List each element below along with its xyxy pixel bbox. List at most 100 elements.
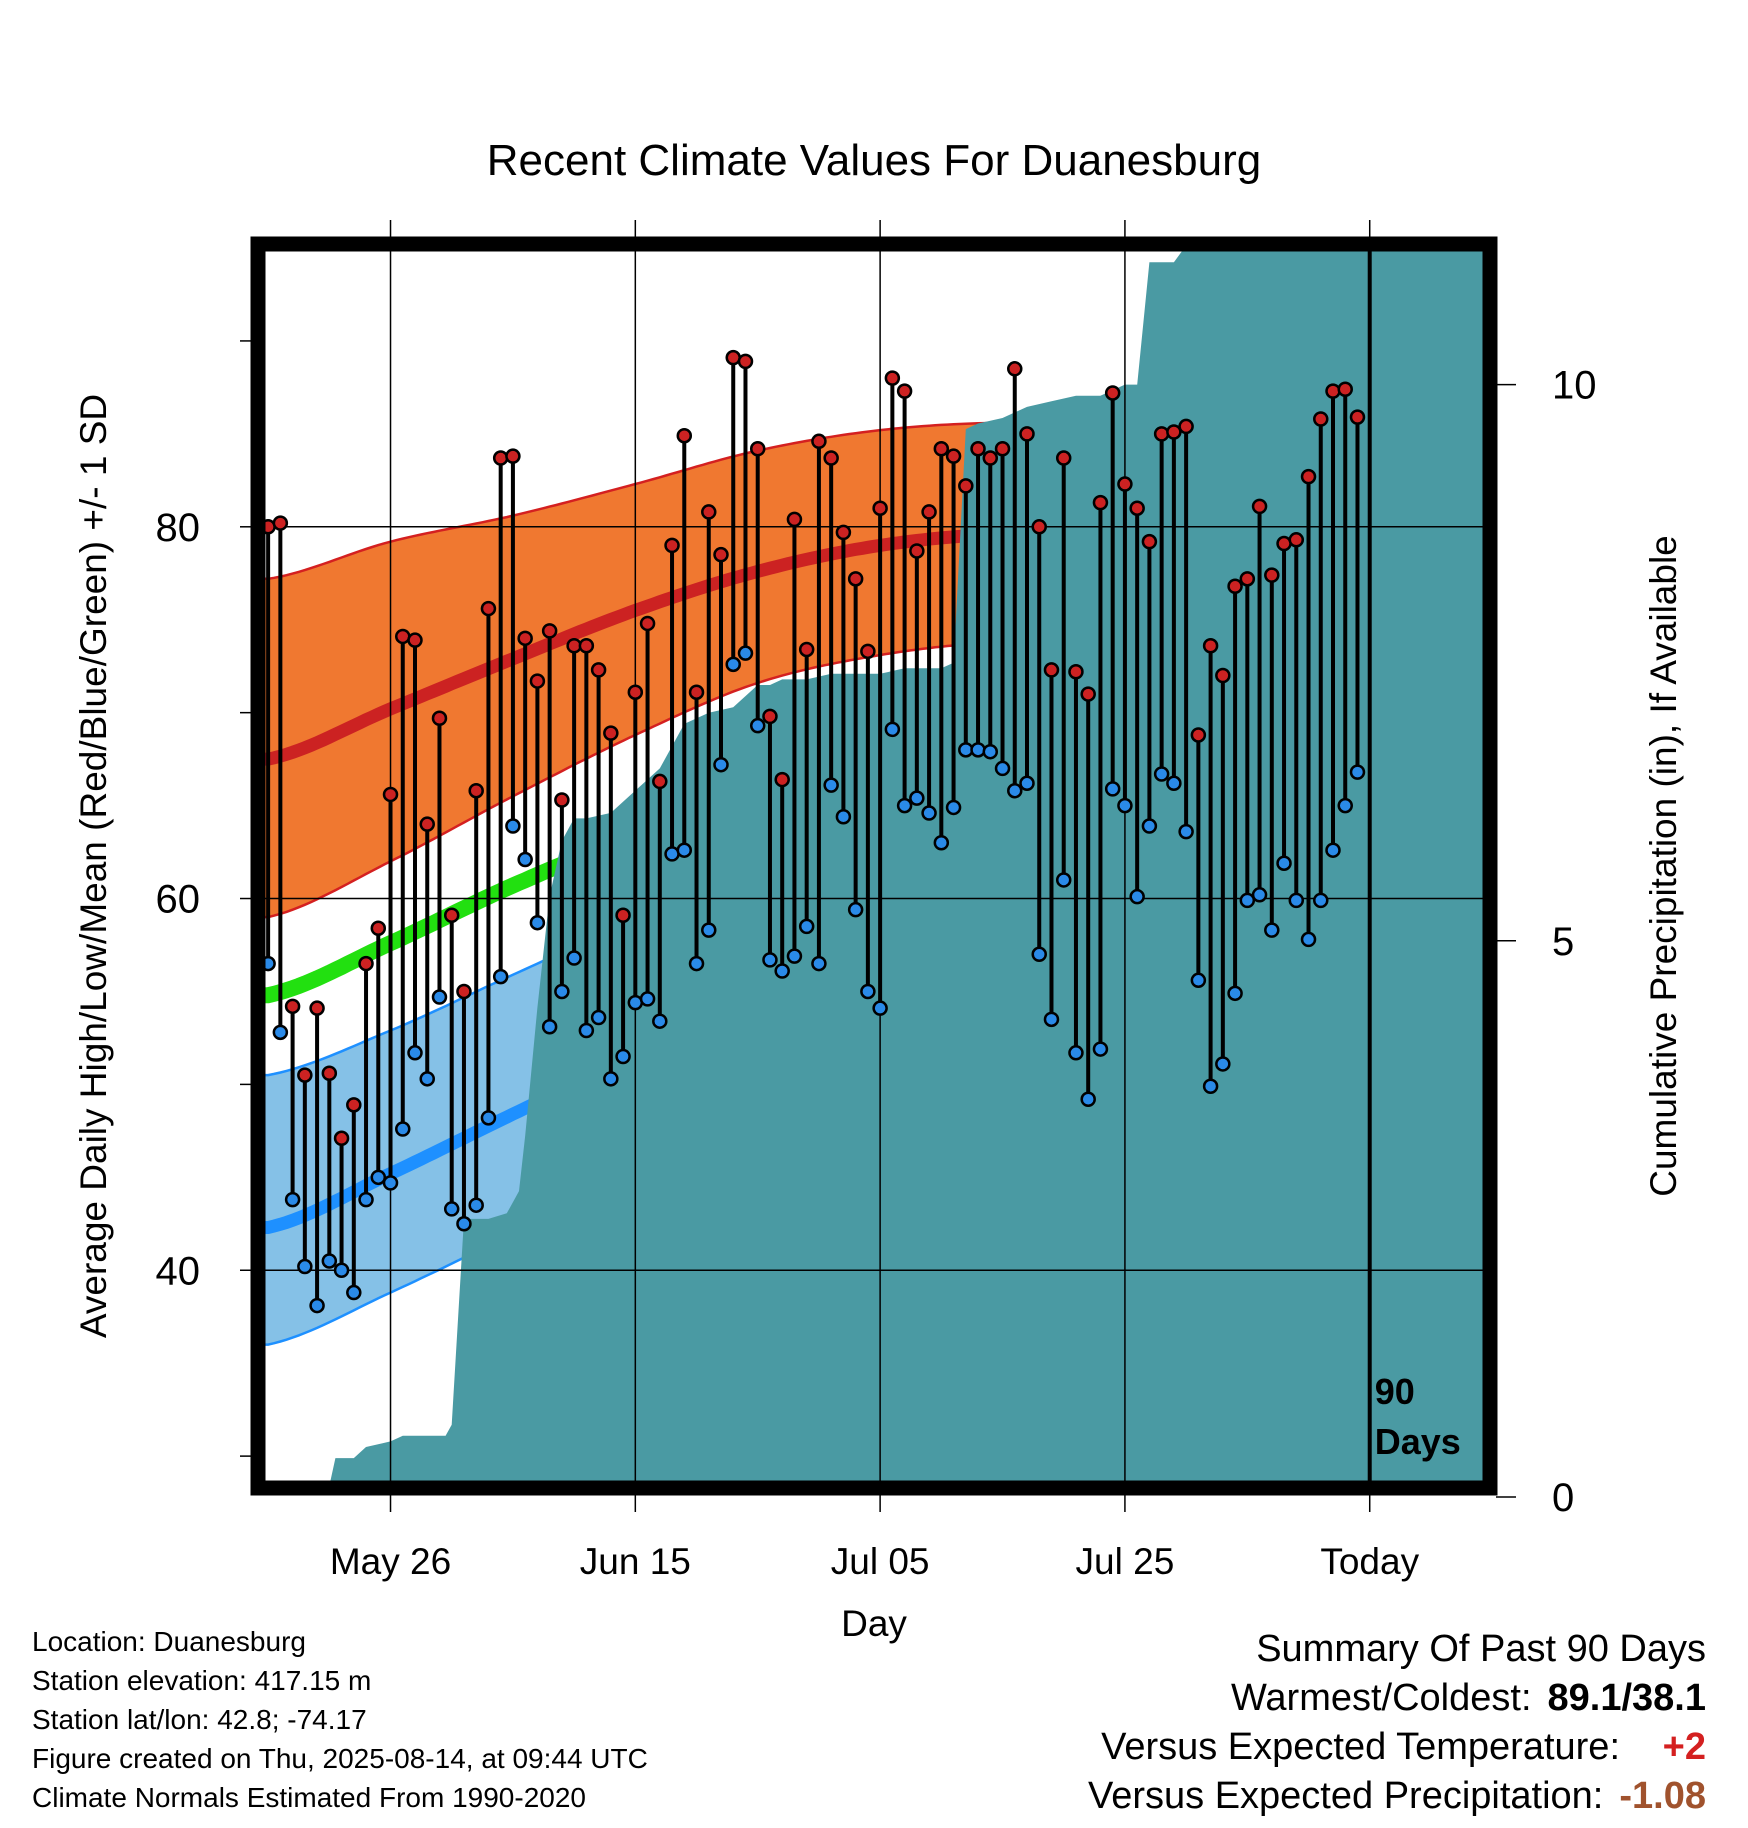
daily-high-point — [419, 816, 435, 832]
daily-low-point — [297, 1258, 313, 1275]
daily-high-point — [958, 478, 974, 494]
daily-high-point — [284, 998, 301, 1015]
daily-low-point — [517, 851, 533, 868]
daily-high-point — [1337, 381, 1353, 398]
summary-title: Summary Of Past 90 Days — [1256, 1628, 1706, 1670]
temp-value: +2 — [1662, 1726, 1706, 1768]
y-tick-label: 40 — [156, 1249, 201, 1293]
daily-high-point — [1129, 500, 1145, 516]
daily-low-point — [443, 1201, 460, 1217]
daily-high-point — [860, 643, 876, 660]
daily-high-point — [798, 641, 815, 658]
daily-high-point — [737, 353, 754, 370]
daily-high-point — [480, 600, 497, 617]
daily-low-point — [982, 743, 999, 760]
daily-high-point — [1153, 426, 1170, 442]
daily-low-point — [798, 918, 815, 935]
daily-low-point — [1251, 887, 1268, 903]
daily-low-point — [1104, 781, 1121, 797]
daily-low-point — [309, 1297, 325, 1314]
daily-high-point — [1215, 667, 1231, 684]
daily-high-point — [333, 1130, 350, 1147]
daily-low-point — [737, 645, 754, 661]
daily-low-point — [358, 1191, 374, 1208]
plot-frame — [250, 236, 1498, 1496]
daily-low-point — [872, 1000, 888, 1016]
daily-high-point — [492, 450, 509, 466]
elevation-text: Station elevation: 417.15 m — [32, 1665, 372, 1696]
daily-low-point — [1043, 1011, 1060, 1028]
daily-high-point — [1019, 426, 1035, 442]
daily-low-point — [970, 742, 986, 758]
daily-high-point — [1288, 532, 1305, 548]
y2-tick-label: 0 — [1552, 1476, 1574, 1520]
observations: 90 Days — [262, 248, 1461, 1484]
daily-low-point — [688, 955, 705, 972]
daily-high-point — [835, 524, 852, 541]
daily-high-point — [603, 725, 619, 741]
daily-high-point — [382, 786, 399, 803]
daily-high-point — [676, 427, 693, 444]
daily-low-point — [1129, 888, 1145, 905]
daily-low-point — [566, 950, 582, 966]
x-tick-label: Today — [1320, 1541, 1419, 1582]
daily-low-point — [639, 991, 656, 1007]
daily-low-point — [321, 1253, 338, 1269]
warm-cold-value: 89.1/38.1 — [1547, 1677, 1706, 1719]
daily-low-point — [1019, 775, 1035, 792]
daily-low-point — [1141, 818, 1158, 834]
daily-low-point — [492, 968, 509, 985]
daily-high-point — [982, 450, 999, 466]
y-axis-label: Average Daily High/Low/Mean (Red/Blue/Gr… — [73, 394, 114, 1338]
daily-high-point — [1325, 383, 1341, 399]
y2-axis-label: Cumulative Precipitation (in), If Availa… — [1643, 535, 1684, 1197]
daily-high-point — [688, 684, 705, 700]
daily-high-point — [1300, 468, 1317, 485]
daily-low-point — [1276, 855, 1292, 871]
daily-high-point — [664, 537, 680, 554]
today-days-number: 90 — [1375, 1371, 1415, 1412]
daily-low-point — [1092, 1041, 1109, 1057]
daily-high-point — [272, 515, 289, 531]
daily-low-point — [921, 805, 937, 821]
daily-high-point — [297, 1067, 313, 1083]
daily-low-point — [847, 901, 864, 918]
daily-low-point — [419, 1071, 435, 1087]
daily-low-point — [272, 1024, 289, 1041]
daily-high-point — [1202, 638, 1219, 654]
daily-low-point — [725, 656, 741, 673]
daily-high-point — [847, 571, 864, 587]
daily-low-point — [1239, 892, 1256, 909]
daily-high-point — [909, 543, 925, 559]
daily-high-point — [1227, 578, 1243, 595]
daily-low-point — [1178, 823, 1194, 840]
warm-cold-row: Warmest/Coldest: 89.1/38.1 — [806, 1674, 1706, 1723]
daily-high-point — [443, 907, 460, 924]
y-tick-label: 60 — [156, 878, 201, 922]
precipitation-area — [268, 248, 1486, 1484]
daily-low-point — [333, 1262, 350, 1279]
daily-low-point — [701, 922, 717, 938]
daily-high-point — [1141, 533, 1158, 550]
daily-low-point — [456, 1216, 472, 1232]
x-tick-label: Jul 05 — [831, 1541, 930, 1582]
daily-high-point — [590, 662, 607, 678]
y-tick-label: 80 — [156, 506, 201, 550]
precip-value: -1.08 — [1619, 1775, 1706, 1817]
daily-high-point — [407, 632, 423, 648]
daily-high-point — [505, 448, 521, 464]
daily-high-point — [309, 1000, 325, 1016]
daily-low-point — [382, 1175, 399, 1191]
daily-low-point — [554, 983, 570, 1000]
daily-low-point — [933, 835, 950, 851]
daily-low-point — [505, 818, 521, 834]
daily-low-point — [370, 1169, 387, 1186]
daily-high-point — [872, 500, 888, 516]
daily-low-point — [1031, 946, 1047, 963]
daily-low-point — [1190, 972, 1207, 989]
daily-high-point — [921, 504, 937, 520]
daily-low-point — [480, 1110, 497, 1126]
daily-low-point — [1068, 1045, 1084, 1061]
daily-high-point — [541, 623, 558, 639]
